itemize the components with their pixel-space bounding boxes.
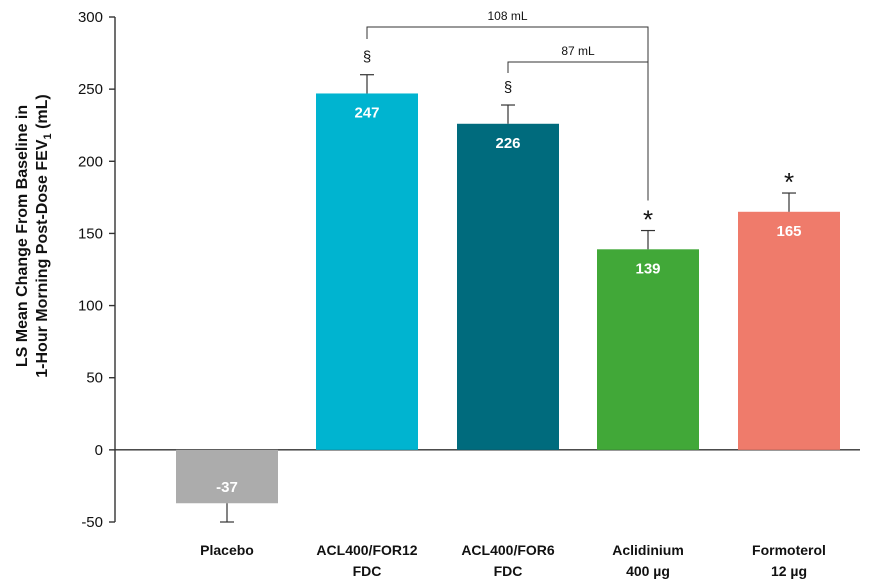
data-label: -37 (216, 479, 238, 496)
bracket-label: 108 mL (487, 9, 527, 23)
bar (316, 93, 418, 450)
category-label: Placebo (200, 542, 254, 558)
data-label: 165 (776, 223, 801, 240)
x-axis-categories: Placebo ACL400/FOR12 FDC ACL400/FOR6 FDC Acli… (200, 542, 826, 579)
y-tick-label: 0 (95, 442, 103, 459)
significance-asterisk: * (784, 167, 794, 197)
data-label: 226 (495, 135, 520, 152)
significance-marker: § (363, 49, 371, 66)
category-label: ACL400/FOR12 (316, 542, 417, 558)
y-tick-label: 150 (78, 225, 103, 242)
category-label: ACL400/FOR6 (461, 542, 555, 558)
bar (597, 249, 699, 450)
category-label: Aclidinium (612, 542, 684, 558)
category-label-line2: FDC (353, 563, 382, 579)
y-tick-label: 300 (78, 9, 103, 26)
bar (457, 123, 559, 450)
data-label: 139 (635, 260, 660, 277)
category-label-line2: FDC (494, 563, 523, 579)
significance-marker: § (504, 79, 512, 96)
category-label: Formoterol (752, 542, 826, 558)
y-axis-label-line2: 1-Hour Morning Post-Dose FEV1 (mL) (34, 94, 54, 377)
category-label-line2: 12 µg (771, 563, 807, 579)
significance-asterisk: * (643, 205, 653, 235)
y-tick-label: 200 (78, 153, 103, 170)
y-tick-label: 100 (78, 298, 103, 315)
bar (738, 211, 840, 450)
category-label-line2: 400 µg (626, 563, 670, 579)
comparison-bracket (507, 61, 649, 201)
y-tick-label: -50 (81, 514, 103, 531)
y-tick-label: 50 (86, 370, 103, 387)
y-tick-label: 250 (78, 81, 103, 98)
bars: -37 247 226 139 165 (176, 74, 840, 523)
data-label: 247 (354, 104, 379, 121)
bar (176, 449, 278, 504)
annotations: § § * * 108 mL 87 mL (363, 9, 794, 235)
y-axis-label-line1: LS Mean Change From Baseline in (14, 105, 31, 367)
bracket-label: 87 mL (561, 44, 595, 58)
